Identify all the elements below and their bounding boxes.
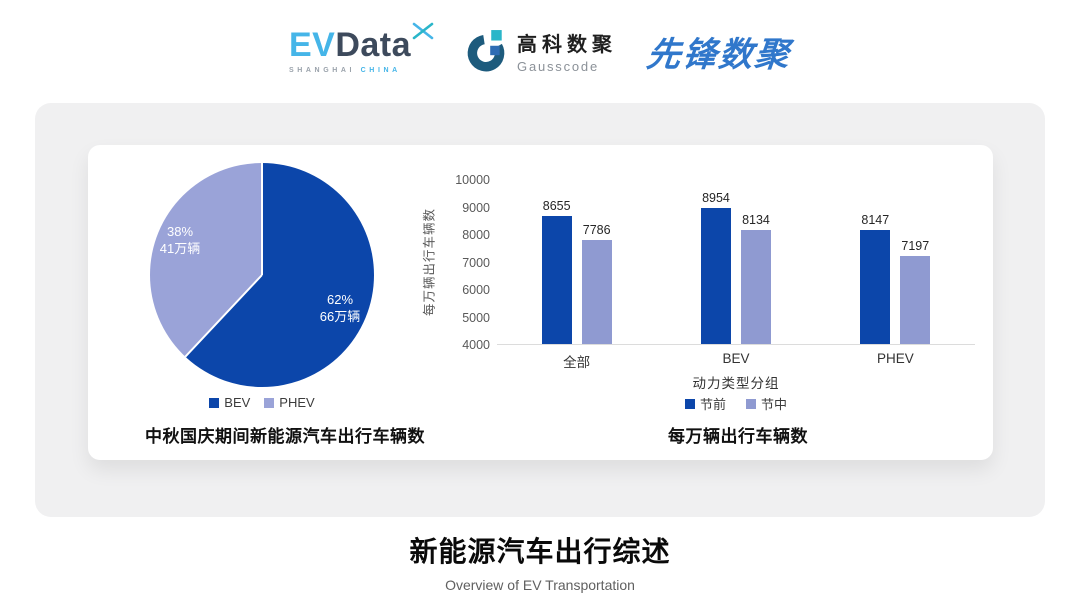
pie-chart-title: 中秋国庆期间新能源汽车出行车辆数 — [145, 427, 425, 446]
bar-value-label: 8134 — [742, 213, 770, 228]
gausscode-logo: 高科数聚 Gausscode — [464, 28, 617, 74]
bar-series1-cat2: 7197 — [900, 239, 931, 344]
x-category-label: BEV — [722, 351, 750, 366]
xianfeng-logo: 先锋数聚 — [644, 35, 793, 74]
bar-group-1: 8954 8134 — [656, 180, 815, 344]
evdata-shanghai-text: SHANGHAI — [288, 67, 356, 74]
gausscode-wordmark: 高科数聚 Gausscode — [517, 28, 617, 74]
bar-legend-item-mid: 节中 — [746, 394, 787, 413]
evdata-wordmark: EV Data — [288, 22, 434, 64]
evdata-china-text: CHINA — [360, 67, 401, 74]
bar-series0-cat1: 8954 — [700, 191, 731, 344]
bar-series0-cat0: 8655 — [541, 199, 572, 344]
bev-slice-label: 62% 66万辆 — [298, 291, 382, 325]
phev-slice-label: 38% 41万辆 — [138, 223, 222, 257]
y-tick-label: 8000 — [462, 228, 490, 242]
pie-chart-area: 38% 41万辆 62% 66万辆 BEV PHEV — [88, 145, 993, 460]
gausscode-cn-text: 高科数聚 — [517, 34, 618, 56]
y-tick-label: 6000 — [462, 283, 490, 297]
pie-legend-item-bev: BEV — [209, 395, 250, 410]
evdata-ev-text: EV — [288, 26, 336, 64]
bar-group-2: 8147 7197 — [816, 180, 975, 344]
bar-legend-item-pre: 节前 — [684, 394, 726, 413]
y-tick-label: 5000 — [462, 310, 490, 325]
bar-value-label: 8954 — [702, 190, 730, 205]
bar-value-label: 8147 — [861, 212, 890, 227]
x-category-label: 全部 — [563, 355, 591, 370]
phev-legend-swatch — [264, 397, 275, 408]
bar-chart-y-ticks: 4000 5000 6000 7000 8000 9000 10000 — [438, 173, 490, 352]
mid-holiday-legend-label: 节中 — [761, 397, 788, 412]
bar-series1-cat0: 7786 — [581, 223, 612, 344]
bev-legend-swatch — [209, 397, 220, 408]
bar-group-0: 8655 7786 — [497, 180, 656, 344]
y-tick-label: 7000 — [462, 255, 490, 270]
pie-chart: 38% 41万辆 62% 66万辆 — [150, 163, 374, 387]
bev-legend-label: BEV — [224, 395, 251, 410]
bar-chart-y-axis-label: 每万辆出行车辆数 — [422, 207, 437, 317]
bar-value-label: 7786 — [582, 222, 611, 237]
mid-holiday-legend-swatch — [746, 398, 756, 409]
y-tick-label: 4000 — [462, 338, 490, 352]
report-title: 新能源汽车出行综述 — [409, 536, 671, 567]
pie-slice-divider — [261, 163, 263, 275]
bar-series1-cat1: 8134 — [740, 213, 771, 344]
bar-chart-area: 每万辆出行车辆数 4000 5000 6000 7000 8000 9000 10000 8… — [88, 145, 993, 460]
bar-chart-title: 每万辆出行车辆数 — [668, 427, 808, 446]
pre-holiday-legend-label: 节前 — [699, 397, 726, 412]
bar-value-label: 8655 — [542, 199, 571, 213]
pie-legend-item-phev: PHEV — [264, 395, 315, 410]
bar-chart-plot: 8655 7786 8954 8134 8147 7197 — [497, 180, 975, 345]
gausscode-en-text: Gausscode — [517, 59, 599, 74]
report-subtitle: Overview of EV Transportation — [445, 577, 635, 593]
bar-series0-cat2: 8147 — [860, 213, 891, 344]
bar-chart-x-categories: 全部 BEV PHEV — [497, 351, 975, 371]
bev-percent-label: 62% — [326, 292, 354, 307]
y-tick-label: 10000 — [455, 173, 490, 187]
pre-holiday-legend-swatch — [684, 398, 695, 409]
evdata-tagline: SHANGHAI CHINA — [289, 67, 401, 74]
charts-card: 38% 41万辆 62% 66万辆 BEV PHEV — [88, 145, 993, 460]
logo-header: EV Data SHANGHAI CHINA 高科数聚 Gausscode — [0, 16, 1080, 86]
dragonfly-x-icon — [412, 22, 434, 40]
phev-legend-label: PHEV — [279, 395, 315, 410]
evdata-data-text: Data — [335, 26, 412, 64]
x-category-label: PHEV — [876, 351, 914, 366]
bev-amount-label: 66万辆 — [319, 309, 361, 324]
bar-value-label: 7197 — [901, 239, 930, 254]
bar-chart-legend: 节前 节中 — [497, 394, 975, 413]
pie-legend: BEV PHEV — [150, 395, 374, 410]
phev-amount-label: 41万辆 — [159, 241, 201, 256]
evdata-logo: EV Data SHANGHAI CHINA — [288, 22, 434, 74]
y-tick-label: 9000 — [462, 200, 490, 215]
report-footer: 新能源汽车出行综述 Overview of EV Transportation — [0, 530, 1080, 593]
bar-chart-x-axis-label: 动力类型分组 — [692, 376, 780, 391]
gausscode-g-icon — [467, 30, 505, 72]
phev-percent-label: 38% — [166, 224, 194, 239]
report-panel: 38% 41万辆 62% 66万辆 BEV PHEV — [35, 103, 1045, 517]
